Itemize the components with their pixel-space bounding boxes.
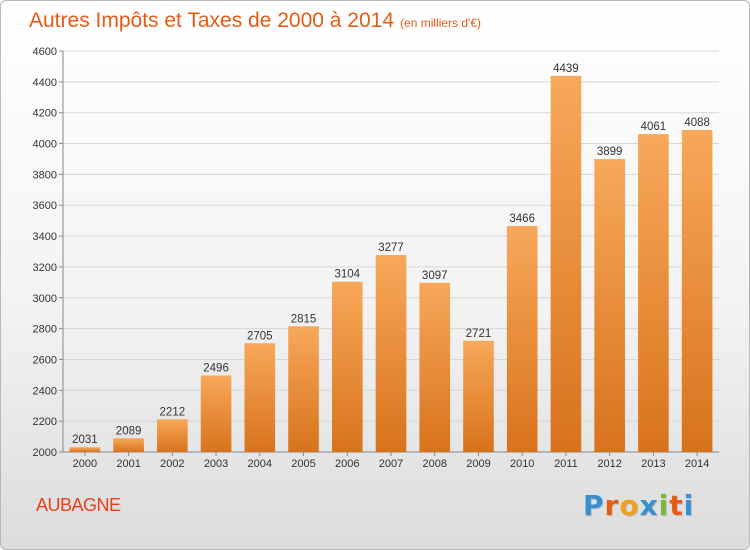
bar — [244, 343, 276, 452]
y-tick-label: 3600 — [33, 200, 57, 212]
city-name: AUBAGNE — [36, 495, 121, 515]
x-tick-label: 2000 — [73, 458, 97, 470]
bar — [200, 375, 232, 452]
y-tick-label: 2400 — [33, 385, 57, 397]
y-tick-label: 4200 — [33, 108, 57, 120]
bar — [375, 255, 407, 452]
y-tick-label: 3200 — [33, 262, 57, 274]
x-tick-label: 2003 — [204, 458, 228, 470]
x-tick-label: 2013 — [641, 458, 665, 470]
data-label: 2089 — [116, 425, 142, 437]
data-label: 3104 — [334, 269, 360, 281]
bar — [157, 419, 188, 452]
x-tick-label: 2002 — [160, 458, 184, 470]
data-label: 2815 — [291, 313, 317, 325]
bars — [69, 75, 713, 453]
data-label: 3466 — [509, 213, 535, 225]
data-label: 4061 — [641, 121, 667, 133]
data-label: 2496 — [203, 363, 229, 375]
bar — [463, 340, 494, 452]
data-label: 3097 — [422, 270, 448, 282]
chart-subtitle: (en milliers d'€) — [400, 16, 482, 30]
data-label: 2212 — [160, 406, 186, 418]
x-tick-label: 2012 — [597, 458, 621, 470]
data-label: 4088 — [684, 117, 710, 129]
x-tick-label: 2011 — [554, 458, 578, 470]
logo-letter: x — [639, 489, 659, 522]
bar — [419, 282, 451, 452]
logo-letter: i — [683, 489, 695, 522]
data-label: 4439 — [553, 63, 579, 75]
y-tick-label: 2600 — [33, 354, 57, 366]
y-tick-label: 4600 — [33, 46, 57, 58]
x-tick-label: 2006 — [335, 458, 359, 470]
y-tick-label: 4400 — [33, 77, 57, 89]
bar — [681, 129, 713, 452]
proxiti-logo: Proxiti — [583, 489, 694, 522]
x-tick-label: 2008 — [422, 458, 446, 470]
bar — [331, 281, 363, 452]
y-tick-label: 3000 — [33, 293, 57, 305]
data-labels: 2031 2089 2212 2496 2705 2815 3104 3277 3097 2721… — [72, 63, 710, 446]
x-tick-label: 2007 — [379, 458, 403, 470]
logo-letter: o — [619, 489, 640, 522]
bar — [288, 326, 319, 452]
bar — [69, 447, 101, 452]
y-tick-label: 2000 — [33, 447, 57, 459]
data-label: 2031 — [72, 434, 98, 446]
logo-letter: P — [583, 489, 605, 522]
data-label: 2705 — [247, 330, 273, 342]
y-tick-label: 3400 — [33, 231, 57, 243]
x-tick-label: 2010 — [510, 458, 534, 470]
x-tick-label: 2009 — [466, 458, 490, 470]
data-label: 3899 — [597, 146, 623, 158]
bar — [113, 438, 144, 452]
data-label: 2721 — [466, 328, 492, 340]
y-tick-label: 2200 — [33, 416, 57, 428]
x-tick-label: 2004 — [248, 458, 272, 470]
data-label: 3277 — [378, 242, 404, 254]
y-tick-label: 3800 — [33, 169, 57, 181]
x-tick-label: 2014 — [685, 458, 709, 470]
bar — [506, 225, 538, 452]
y-tick-label: 2800 — [33, 324, 57, 336]
y-tick-label: 4000 — [33, 139, 57, 151]
x-tick-label: 2005 — [291, 458, 315, 470]
bar — [638, 134, 669, 453]
x-tick-label: 2001 — [116, 458, 140, 470]
chart-title: Autres Impôts et Taxes de 2000 à 2014 — [29, 9, 395, 32]
bar — [594, 159, 625, 452]
logo-letter: i — [658, 489, 670, 522]
bar — [550, 75, 582, 453]
logo-letter: r — [604, 489, 620, 522]
logo-letter: t — [669, 489, 684, 522]
chart-title-block: Autres Impôts et Taxes de 2000 à 2014 (en… — [29, 9, 481, 33]
